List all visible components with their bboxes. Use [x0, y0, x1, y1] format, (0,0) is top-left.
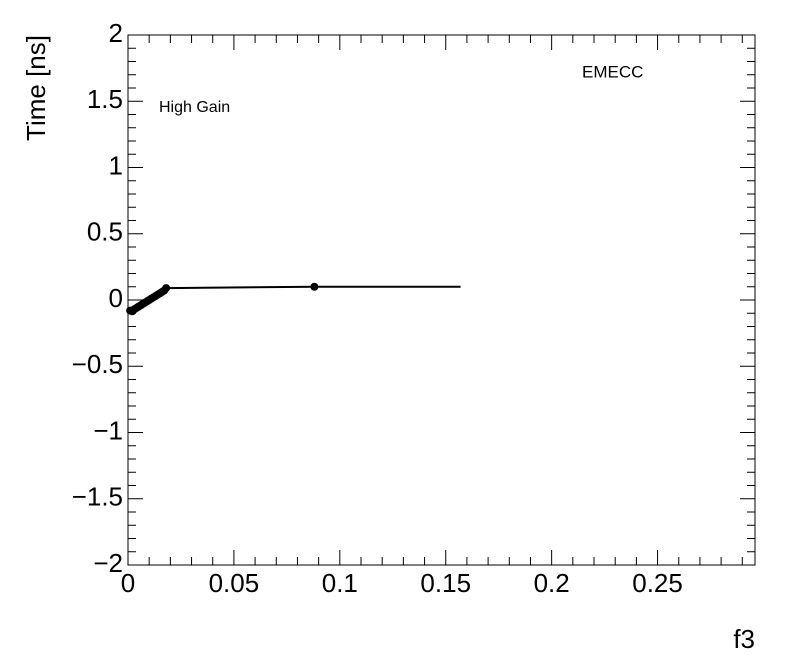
y-tick-label: −2	[93, 548, 123, 578]
x-tick-label: 0.15	[420, 568, 471, 598]
x-tick-label: 0.2	[534, 568, 570, 598]
y-tick-label: 0	[109, 283, 123, 313]
y-tick-label: 1	[109, 150, 123, 180]
x-tick-label: 0.05	[209, 568, 260, 598]
x-tick-label: 0.25	[632, 568, 683, 598]
x-axis-label: f3	[733, 624, 755, 654]
y-tick-label: −1	[93, 415, 123, 445]
y-tick-label: −1.5	[72, 482, 123, 512]
annotation: High Gain	[159, 99, 230, 116]
data-point	[162, 284, 171, 293]
x-tick-label: 0	[121, 568, 135, 598]
y-tick-label: 0.5	[87, 217, 123, 247]
annotation: EMECC	[582, 62, 643, 81]
x-tick-label: 0.1	[322, 568, 358, 598]
y-tick-label: 2	[109, 18, 123, 48]
y-tick-label: 1.5	[87, 84, 123, 114]
y-axis-label: Time [ns]	[21, 35, 51, 141]
y-tick-label: −0.5	[72, 349, 123, 379]
